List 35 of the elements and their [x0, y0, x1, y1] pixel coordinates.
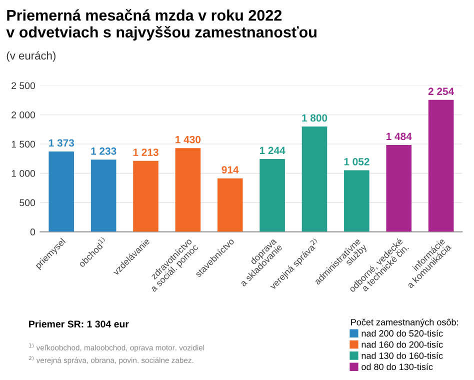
text: Priemer SR: 1 304 eur [29, 320, 129, 328]
bar [302, 126, 328, 232]
y-tick-label: 1 000 [12, 170, 36, 177]
legend-label: nad 130 do 160-tisíc [362, 352, 443, 359]
legend-label: nad 200 do 520-tisíc [362, 330, 443, 337]
bar [260, 159, 285, 232]
data-label: 1 233 [91, 147, 116, 155]
bar [175, 148, 201, 232]
data-label: 1 244 [260, 146, 286, 154]
bar [90, 160, 116, 232]
data-label: 1 430 [176, 136, 201, 144]
bar [217, 178, 243, 232]
data-label: 1 800 [302, 114, 328, 122]
data-label: 1 484 [386, 132, 412, 140]
bar [428, 100, 454, 232]
y-tick-label: 1 500 [12, 140, 36, 148]
y-tick-label: 500 [20, 199, 36, 206]
bar [386, 144, 412, 232]
bar [133, 160, 158, 232]
x-tick-label: obchod$^{1)}$ [76, 236, 108, 268]
bar [344, 170, 370, 232]
chart-subtitle: (v eurách) [6, 51, 56, 62]
bar [48, 151, 74, 232]
y-tick-label: 0 [30, 228, 36, 236]
y-tick-label: 2 500 [12, 82, 36, 90]
chart-title: Priemerná mesačná mzda v roku 2022 v odvetviach s najvyššou zamestnanosťou [6, 9, 316, 41]
data-label: 1 213 [133, 148, 158, 156]
data-label: 1 373 [49, 139, 74, 147]
data-label: 1 052 [344, 158, 370, 166]
data-label: 2 254 [428, 88, 454, 96]
data-label: 914 [222, 166, 239, 174]
legend-label: nad 160 do 200-tisíc [362, 341, 443, 348]
y-tick-label: 2 000 [12, 111, 36, 118]
legend-label: od 80 do 130-tisíc [362, 363, 433, 370]
legend-title: Počet zamestnaných osôb: [351, 318, 458, 328]
